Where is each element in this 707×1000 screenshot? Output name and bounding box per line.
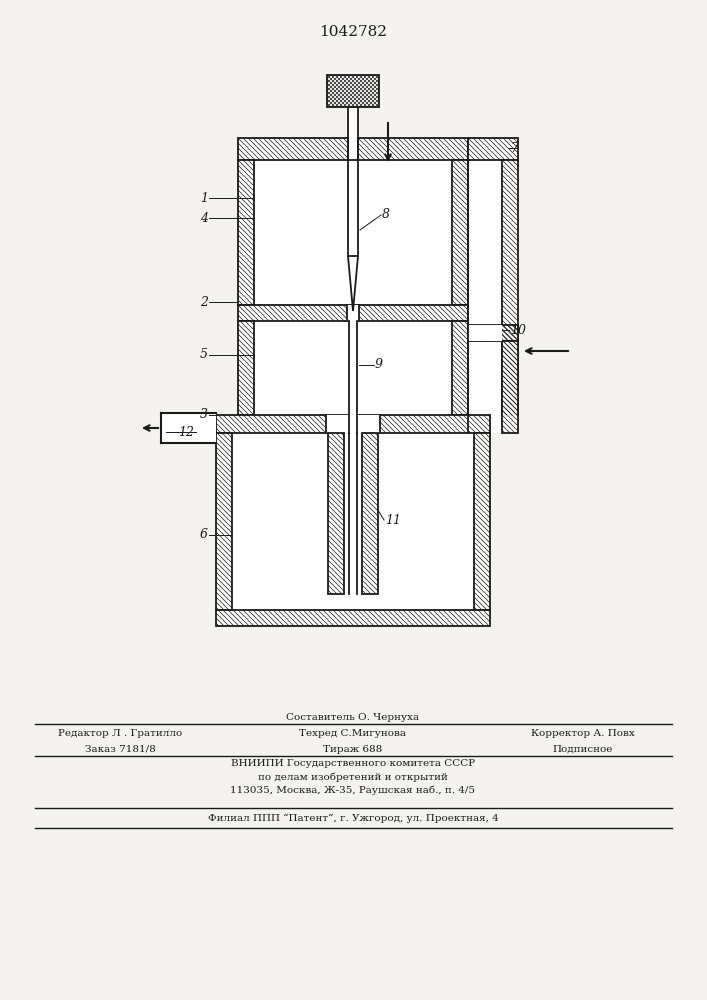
Text: 1: 1 bbox=[200, 192, 208, 205]
Text: 6: 6 bbox=[200, 528, 208, 542]
Text: по делам изобретений и открытий: по делам изобретений и открытий bbox=[258, 772, 448, 782]
Bar bbox=[344, 433, 362, 594]
Text: 4: 4 bbox=[200, 212, 208, 225]
Text: 11: 11 bbox=[385, 514, 401, 526]
Bar bbox=[468, 325, 518, 341]
Text: 12: 12 bbox=[178, 426, 194, 438]
Text: Тираж 688: Тираж 688 bbox=[323, 744, 382, 754]
Bar bbox=[468, 325, 502, 341]
Text: Корректор А. Повх: Корректор А. Повх bbox=[531, 728, 635, 738]
Bar bbox=[238, 138, 468, 160]
Bar bbox=[474, 433, 490, 610]
Bar bbox=[238, 321, 254, 415]
Bar bbox=[349, 321, 357, 433]
Bar bbox=[468, 160, 502, 325]
Bar bbox=[232, 433, 474, 610]
Text: 113035, Москва, Ж-35, Раушская наб., п. 4/5: 113035, Москва, Ж-35, Раушская наб., п. … bbox=[230, 785, 476, 795]
Bar bbox=[328, 433, 344, 594]
Text: 8: 8 bbox=[382, 209, 390, 222]
Bar bbox=[468, 138, 518, 160]
Text: 2: 2 bbox=[200, 296, 208, 308]
Bar bbox=[238, 305, 468, 321]
Bar bbox=[452, 321, 468, 415]
Text: Подписное: Подписное bbox=[553, 744, 613, 754]
Text: Техред С.Мигунова: Техред С.Мигунова bbox=[300, 728, 407, 738]
Polygon shape bbox=[348, 256, 358, 311]
Bar bbox=[502, 341, 518, 433]
Bar bbox=[347, 138, 359, 161]
Text: 1042782: 1042782 bbox=[319, 25, 387, 39]
Bar bbox=[254, 321, 452, 415]
Bar bbox=[216, 433, 232, 610]
Bar bbox=[347, 305, 359, 321]
Bar bbox=[502, 160, 518, 415]
Bar bbox=[348, 160, 358, 256]
Text: Редактор Л . Гратилло: Редактор Л . Гратилло bbox=[58, 728, 182, 738]
Bar bbox=[238, 160, 254, 305]
Text: Составитель О. Чернуха: Составитель О. Чернуха bbox=[286, 714, 419, 722]
Text: Заказ 7181/8: Заказ 7181/8 bbox=[85, 744, 156, 754]
Bar bbox=[216, 415, 490, 433]
Text: 9: 9 bbox=[375, 359, 383, 371]
Text: 7: 7 bbox=[510, 141, 518, 154]
Bar bbox=[216, 610, 490, 626]
Bar bbox=[254, 160, 452, 305]
Bar bbox=[327, 75, 379, 107]
Bar bbox=[326, 415, 380, 433]
Text: Филиал ППП “Патент”, г. Ужгород, ул. Проектная, 4: Филиал ППП “Патент”, г. Ужгород, ул. Про… bbox=[208, 813, 498, 823]
Bar bbox=[161, 413, 216, 443]
Text: 5: 5 bbox=[200, 349, 208, 361]
Text: ВНИИПИ Государственного комитета СССР: ВНИИПИ Государственного комитета СССР bbox=[231, 760, 475, 768]
Text: 10: 10 bbox=[510, 324, 526, 336]
Text: 3: 3 bbox=[200, 408, 208, 422]
Bar bbox=[348, 107, 358, 160]
Bar bbox=[362, 433, 378, 594]
Bar bbox=[452, 160, 468, 305]
Bar bbox=[468, 341, 502, 433]
